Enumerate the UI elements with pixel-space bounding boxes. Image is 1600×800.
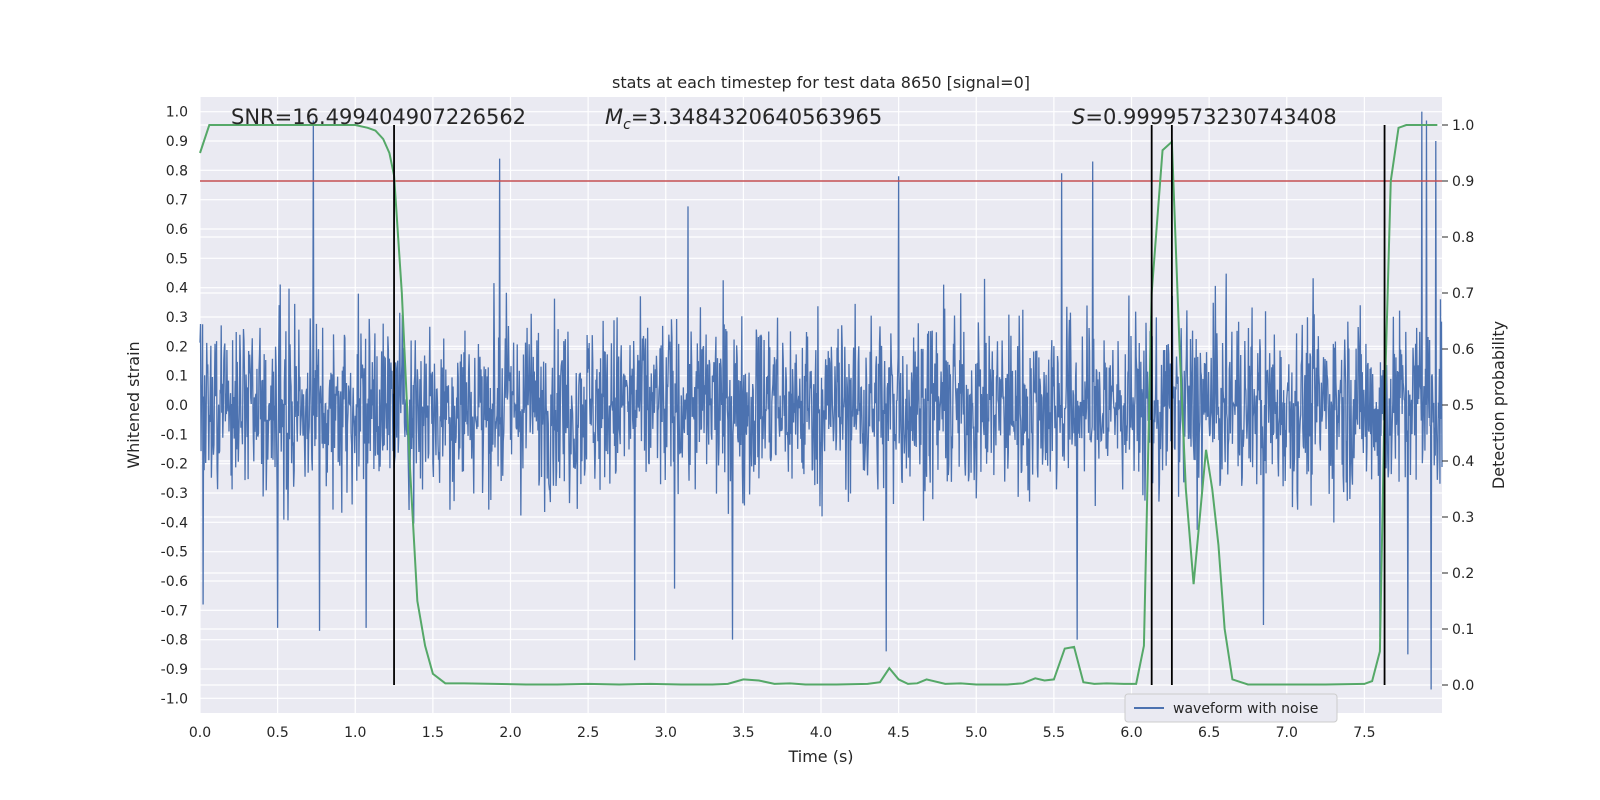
y-tick-label-left: 1.0	[166, 105, 188, 121]
x-axis-label: Time (s)	[787, 747, 853, 766]
y-tick-label-right: 0.9	[1452, 174, 1474, 190]
y-tick-label-right: 0.6	[1452, 342, 1474, 358]
y-tick-label-left: 0.6	[166, 222, 188, 238]
y-tick-label-right: 0.7	[1452, 286, 1474, 302]
legend-box	[1124, 693, 1338, 723]
y-tick-label-right: 0.4	[1452, 454, 1474, 470]
y-axis-ticks-right: 1.0 0.9 0.8 0.7 0.6 0.5 0.4 0.3 0.2 0.1 0.0	[1442, 118, 1474, 694]
x-tick-label: 1.5	[422, 725, 444, 741]
y-tick-label-right: 0.1	[1452, 622, 1474, 638]
waveform-with-noise-line	[199, 111, 1443, 690]
x-tick-label: 2.0	[499, 725, 521, 741]
x-tick-label: 7.5	[1353, 725, 1375, 741]
x-tick-label: 0.5	[266, 725, 288, 741]
waveform-series	[199, 111, 1443, 690]
y-axis-label-left: Whitened strain	[124, 341, 143, 468]
y-tick-label-left: -0.6	[161, 574, 188, 590]
y-tick-label-left: -0.3	[161, 486, 188, 502]
x-tick-label: 1.0	[344, 725, 366, 741]
x-tick-label: 6.0	[1120, 725, 1142, 741]
y-tick-label-right: 0.5	[1452, 398, 1474, 414]
y-tick-label-left: -0.7	[161, 603, 188, 619]
x-tick-label: 7.0	[1276, 725, 1298, 741]
y-tick-label-right: 1.0	[1452, 118, 1474, 134]
y-tick-label-right: 0.8	[1452, 230, 1474, 246]
y-tick-label-left: 0.8	[166, 163, 188, 179]
x-axis-ticks: 0.0 0.5 1.0 1.5 2.0 2.5 3.0 3.5 4.0 4.5 5.0 5.5 6.0 6…	[189, 725, 1376, 741]
y-tick-label-right: 0.3	[1452, 510, 1474, 526]
y-tick-label-left: -0.2	[161, 457, 188, 473]
y-tick-label-left: -0.5	[161, 545, 188, 561]
vertical-markers	[393, 125, 1386, 685]
detection-probability-line	[199, 124, 1438, 686]
x-tick-label: 5.5	[1043, 725, 1065, 741]
y-tick-label-left: 0.3	[166, 310, 188, 326]
y-tick-label-left: -0.8	[161, 633, 188, 649]
chirp-mass-annotation: Mc=3.3484320640563965	[605, 105, 882, 133]
y-tick-label-left: 0.4	[166, 281, 188, 297]
y-tick-label-left: 0.5	[166, 251, 188, 267]
legend: waveform with noise	[1124, 693, 1338, 723]
y-tick-label-left: 0.7	[166, 193, 188, 209]
y-tick-label-left: -0.4	[161, 515, 188, 531]
x-tick-label: 4.5	[887, 725, 909, 741]
y-tick-label-left: 0.1	[166, 369, 188, 385]
score-annotation: S=0.9999573230743408	[1072, 105, 1337, 129]
x-tick-label: 4.0	[810, 725, 832, 741]
y-tick-label-left: 0.2	[166, 339, 188, 355]
y-tick-label-left: 0.9	[166, 134, 188, 150]
detection-probability-series	[199, 124, 1438, 686]
x-tick-label: 2.5	[577, 725, 599, 741]
y-tick-label-left: -0.9	[161, 662, 188, 678]
x-tick-label: 0.0	[189, 725, 211, 741]
chart-title: stats at each timestep for test data 865…	[612, 73, 1030, 92]
y-axis-label-right: Detection probability	[1489, 321, 1508, 489]
y-tick-label-right: 0.0	[1452, 678, 1474, 694]
snr-annotation: SNR=16.499404907226562	[231, 105, 526, 129]
y-tick-label-right: 0.2	[1452, 566, 1474, 582]
x-tick-label: 5.0	[965, 725, 987, 741]
y-tick-label-left: 0.0	[166, 398, 188, 414]
x-tick-label: 6.5	[1198, 725, 1220, 741]
x-tick-label: 3.5	[732, 725, 754, 741]
y-axis-ticks-left: 1.0 0.9 0.8 0.7 0.6 0.5 0.4 0.3 0.2 0.1 0.0 -0.1 -0.…	[161, 105, 188, 708]
x-tick-label: 3.0	[655, 725, 677, 741]
y-tick-label-left: -0.1	[161, 427, 188, 443]
y-tick-label-left: -1.0	[161, 691, 188, 707]
legend-label: waveform with noise	[1173, 701, 1318, 717]
